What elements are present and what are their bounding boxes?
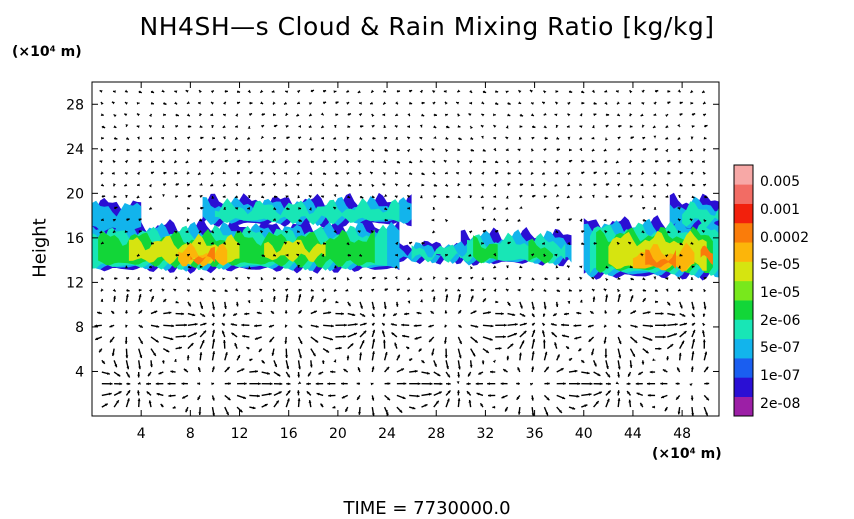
colorbar-segment: [734, 242, 753, 262]
colorbar-segment: [734, 204, 753, 224]
y-tick-label: 24: [66, 142, 84, 158]
colorbar-segment: [734, 262, 753, 282]
x-tick-label: 12: [231, 426, 249, 442]
x-tick-label: 36: [526, 426, 544, 442]
colorbar-segment: [734, 377, 753, 397]
colorbar-segment: [734, 281, 753, 301]
x-tick-label: 40: [575, 426, 593, 442]
colorbar-label: 0.001: [760, 202, 800, 218]
y-tick-label: 8: [75, 320, 84, 336]
colorbar: 0.005 0.001 0.0002 5e-05 1e-05 2e-06 5e-07 1e-0…: [734, 165, 809, 416]
colorbar-label: 5e-07: [760, 340, 800, 356]
y-tick-label: 28: [66, 97, 84, 113]
x-tick-label: 24: [378, 426, 396, 442]
colorbar-label: 0.005: [760, 174, 800, 190]
colorbar-label: 5e-05: [760, 257, 800, 273]
y-tick-label: 16: [66, 231, 84, 247]
x-tick-label: 20: [329, 426, 347, 442]
colorbar-segment: [734, 319, 753, 339]
x-tick-label: 48: [673, 426, 691, 442]
colorbar-label: 2e-06: [760, 313, 800, 329]
y-tick-label: 4: [75, 364, 84, 380]
colorbar-segment: [734, 358, 753, 378]
colorbar-segment: [734, 300, 753, 320]
x-tick-label: 4: [137, 426, 146, 442]
y-tick-label: 20: [66, 186, 84, 202]
colorbar-label: 1e-07: [760, 368, 800, 384]
colorbar-label: 0.0002: [760, 230, 809, 246]
x-tick-label: 16: [280, 426, 298, 442]
x-tick-label: 44: [624, 426, 642, 442]
colorbar-segment: [734, 165, 753, 185]
y-tick-label: 12: [66, 275, 84, 291]
colorbar-segment: [734, 397, 753, 417]
x-tick-label: 32: [476, 426, 494, 442]
colorbar-label: 2e-08: [760, 396, 800, 412]
colorbar-segment: [734, 339, 753, 359]
x-tick-label: 28: [427, 426, 445, 442]
x-tick-label: 8: [186, 426, 195, 442]
colorbar-segment: [734, 223, 753, 243]
colorbar-segment: [734, 184, 753, 204]
colorbar-label: 1e-05: [760, 285, 800, 301]
